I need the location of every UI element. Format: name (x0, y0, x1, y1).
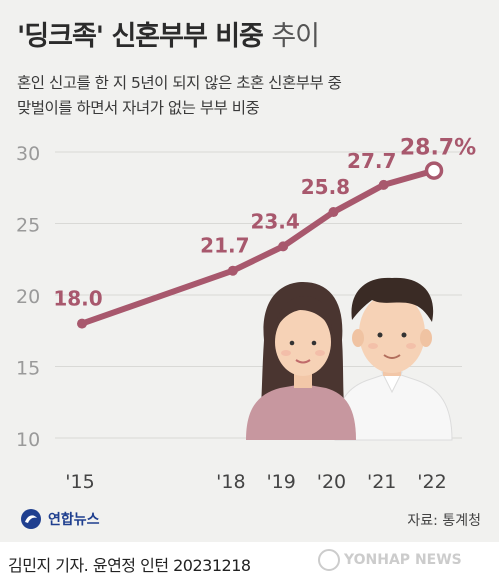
data-label: 21.7 (200, 234, 249, 258)
x-tick-label: '18 (216, 471, 245, 493)
data-point (328, 207, 339, 218)
y-tick-label: 30 (16, 143, 40, 165)
data-label: 27.7 (347, 149, 396, 173)
couple-illustration (246, 277, 453, 441)
chart-panel (0, 0, 499, 542)
subtitle-line-1: 혼인 신고를 한 지 5년이 되지 않은 초혼 신혼부부 중 (17, 74, 342, 92)
credit-line: 김민지 기자. 윤연정 인턴 20231218 (8, 556, 251, 575)
x-tick-label: '19 (266, 471, 295, 493)
series (77, 161, 444, 329)
data-label: 23.4 (250, 209, 299, 233)
data-point (378, 179, 389, 190)
data-label: 18.0 (53, 287, 102, 311)
x-tick-label: '21 (367, 471, 396, 493)
title-bold: '딩크족' 신혼부부 비중 (17, 21, 264, 52)
yonhap-logo: 연합뉴스 (20, 508, 100, 530)
watermark: YONHAP NEWS (318, 549, 462, 571)
series-line (79, 167, 437, 327)
y-tick-label: 25 (16, 215, 40, 237)
man-figure (334, 277, 453, 441)
watermark-circle-icon (318, 549, 340, 571)
data-point (278, 241, 289, 252)
y-tick-label: 15 (16, 358, 40, 380)
y-tick-label: 10 (16, 429, 40, 451)
x-tick-label: '15 (65, 471, 94, 493)
data-point (424, 161, 444, 180)
x-tick-label: '20 (317, 471, 346, 493)
title-light: 추이 (271, 21, 320, 52)
data-label: 28.7% (400, 136, 476, 161)
x-axis: '15 '18 '19 '20 '21 '22 (65, 471, 446, 493)
subtitle: 혼인 신고를 한 지 5년이 되지 않은 초혼 신혼부부 중 맞벌이를 하면서 … (17, 71, 487, 121)
yonhap-logo-icon (21, 509, 41, 529)
data-point (77, 318, 87, 329)
logo-text: 연합뉴스 (48, 512, 100, 528)
data-point (227, 265, 238, 276)
line-chart: 30 25 20 15 10 '15 '18 '19 '20 '21 '22 (16, 136, 476, 493)
data-label: 25.8 (301, 175, 350, 199)
source-text: 자료: 통계청 (407, 513, 481, 529)
watermark-text: YONHAP NEWS (344, 552, 462, 568)
subtitle-line-2: 맞벌이를 하면서 자녀가 없는 부부 비중 (17, 99, 260, 117)
woman-figure (246, 282, 356, 440)
y-axis: 30 25 20 15 10 (16, 143, 40, 451)
y-tick-label: 20 (16, 286, 40, 308)
x-tick-label: '22 (417, 471, 446, 493)
page-title: '딩크족' 신혼부부 비중 추이 (17, 14, 320, 53)
data-labels: 18.0 21.723.425.827.728.7% (53, 136, 476, 311)
